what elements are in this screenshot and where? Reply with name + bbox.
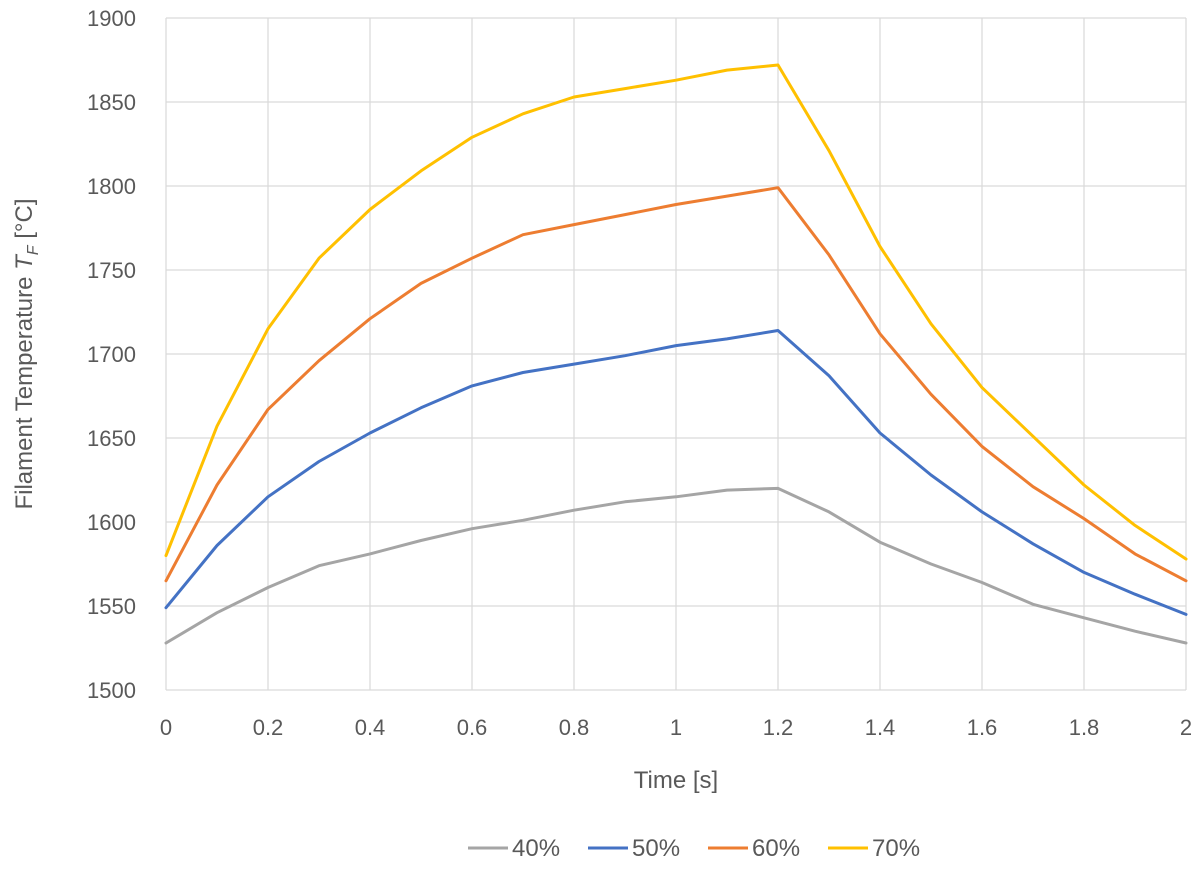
x-tick-label: 2	[1180, 715, 1192, 740]
y-axis-title-prefix: Filament Temperature	[11, 270, 38, 510]
series-line-60pct	[164, 186, 1188, 583]
x-axis-tick-labels: 0 0.2 0.4 0.6 0.8 1 1.2 1.4 1.6 1.8 2	[160, 715, 1192, 740]
y-tick-label: 1850	[87, 90, 136, 115]
y-tick-label: 1700	[87, 342, 136, 367]
x-tick-label: 1	[670, 715, 682, 740]
x-tick-label: 0	[160, 715, 172, 740]
legend-item-50pct: 50%	[588, 835, 680, 862]
x-tick-label: 1.6	[967, 715, 998, 740]
x-tick-label: 0.2	[253, 715, 284, 740]
legend-item-40pct: 40%	[468, 835, 560, 862]
x-tick-label: 1.8	[1069, 715, 1100, 740]
y-axis-tick-labels: 1500 1550 1600 1650 1700 1750 1800 1850 1900	[87, 6, 136, 703]
x-tick-label: 0.6	[457, 715, 488, 740]
series-line-40pct	[164, 486, 1188, 645]
legend: 40% 50% 60% 70%	[468, 835, 920, 862]
y-axis-title-variable: T	[11, 253, 38, 270]
series-lines	[164, 63, 1188, 645]
series-line-50pct	[164, 329, 1188, 616]
y-tick-label: 1550	[87, 594, 136, 619]
x-tick-label: 0.4	[355, 715, 386, 740]
x-axis-title: Time [s]	[634, 767, 718, 794]
y-tick-label: 1900	[87, 6, 136, 31]
y-tick-label: 1500	[87, 678, 136, 703]
y-tick-label: 1800	[87, 174, 136, 199]
y-axis-title-subscript: F	[25, 244, 42, 255]
legend-label: 60%	[752, 835, 800, 862]
x-tick-label: 1.2	[763, 715, 794, 740]
y-tick-label: 1600	[87, 510, 136, 535]
legend-label: 70%	[872, 835, 920, 862]
series-line-70pct	[164, 63, 1188, 561]
legend-label: 40%	[512, 835, 560, 862]
legend-item-60pct: 60%	[708, 835, 800, 862]
y-tick-label: 1750	[87, 258, 136, 283]
y-axis-title: Filament Temperature TF [°C]	[11, 198, 42, 509]
y-tick-label: 1650	[87, 426, 136, 451]
x-tick-label: 0.8	[559, 715, 590, 740]
legend-label: 50%	[632, 835, 680, 862]
legend-item-70pct: 70%	[828, 835, 920, 862]
y-axis-title-unit: [°C]	[11, 198, 38, 245]
horizontal-gridlines	[166, 17, 1186, 691]
x-tick-label: 1.4	[865, 715, 896, 740]
